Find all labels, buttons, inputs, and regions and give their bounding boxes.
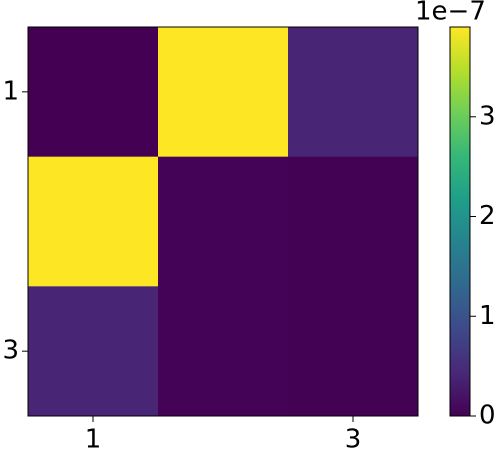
x-tick-label: 1 (85, 425, 102, 454)
colorbar-tick-label: 3 (479, 101, 496, 131)
heatmap-cell (288, 286, 419, 417)
heatmap-cell (158, 286, 289, 417)
heatmap-cell (288, 27, 419, 158)
heatmap-cell (28, 286, 159, 417)
x-tick-label: 3 (345, 425, 362, 454)
colorbar-tick-label: 0 (479, 401, 496, 431)
colorbar-offset: 1e−7 (415, 0, 486, 27)
y-tick-label: 1 (2, 76, 19, 106)
colorbar-tick-label: 2 (479, 201, 496, 231)
heatmap-cell (28, 156, 159, 287)
heatmap-cell (28, 27, 159, 158)
colorbar (449, 26, 471, 417)
heatmap-cell (288, 156, 419, 287)
heatmap-cell (158, 156, 289, 287)
heatmap-cell (158, 27, 289, 158)
plot-frame (27, 26, 419, 417)
colorbar-tick-label: 1 (479, 301, 496, 331)
y-tick-label: 3 (2, 336, 19, 366)
